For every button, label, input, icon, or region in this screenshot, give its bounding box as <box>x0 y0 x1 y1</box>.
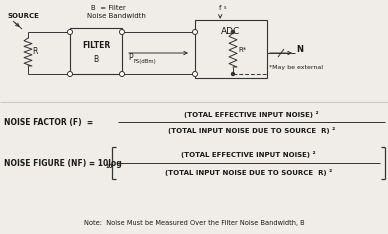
Text: f: f <box>219 5 222 11</box>
Text: (TOTAL EFFECTIVE INPUT NOISE) ²: (TOTAL EFFECTIVE INPUT NOISE) ² <box>181 150 316 157</box>
Circle shape <box>232 73 234 76</box>
Circle shape <box>68 72 73 77</box>
Text: *May be external: *May be external <box>269 65 323 69</box>
Text: N: N <box>296 44 303 54</box>
Text: (TOTAL INPUT NOISE DUE TO SOURCE  R) ²: (TOTAL INPUT NOISE DUE TO SOURCE R) ² <box>168 128 335 135</box>
Circle shape <box>232 30 234 33</box>
Circle shape <box>68 29 73 34</box>
Bar <box>70 28 122 74</box>
Text: NOISE FACTOR (F)  =: NOISE FACTOR (F) = <box>4 117 93 127</box>
Text: Noise Bandwidth: Noise Bandwidth <box>87 13 146 19</box>
Bar <box>195 20 267 78</box>
Text: P: P <box>128 54 133 62</box>
Text: SOURCE: SOURCE <box>7 13 39 19</box>
Text: s: s <box>224 5 227 10</box>
Text: Note:  Noise Must be Measured Over the Filter Noise Bandwidth, B: Note: Noise Must be Measured Over the Fi… <box>84 220 304 226</box>
Text: FILTER: FILTER <box>82 41 110 50</box>
Circle shape <box>120 29 125 34</box>
Text: B: B <box>94 55 99 64</box>
Circle shape <box>120 72 125 77</box>
Text: 10: 10 <box>105 165 113 169</box>
Text: B  = Filter: B = Filter <box>91 5 126 11</box>
Circle shape <box>192 72 197 77</box>
Circle shape <box>192 29 197 34</box>
Text: R: R <box>32 47 37 55</box>
Text: NOISE FIGURE (NF) = 10log: NOISE FIGURE (NF) = 10log <box>4 158 122 168</box>
Text: (TOTAL EFFECTIVE INPUT NOISE) ²: (TOTAL EFFECTIVE INPUT NOISE) ² <box>184 110 319 117</box>
Text: R*: R* <box>238 47 246 53</box>
Text: (TOTAL INPUT NOISE DUE TO SOURCE  R) ²: (TOTAL INPUT NOISE DUE TO SOURCE R) ² <box>165 168 332 176</box>
Text: FS(dBm): FS(dBm) <box>133 58 156 63</box>
Text: ADC: ADC <box>222 28 241 37</box>
